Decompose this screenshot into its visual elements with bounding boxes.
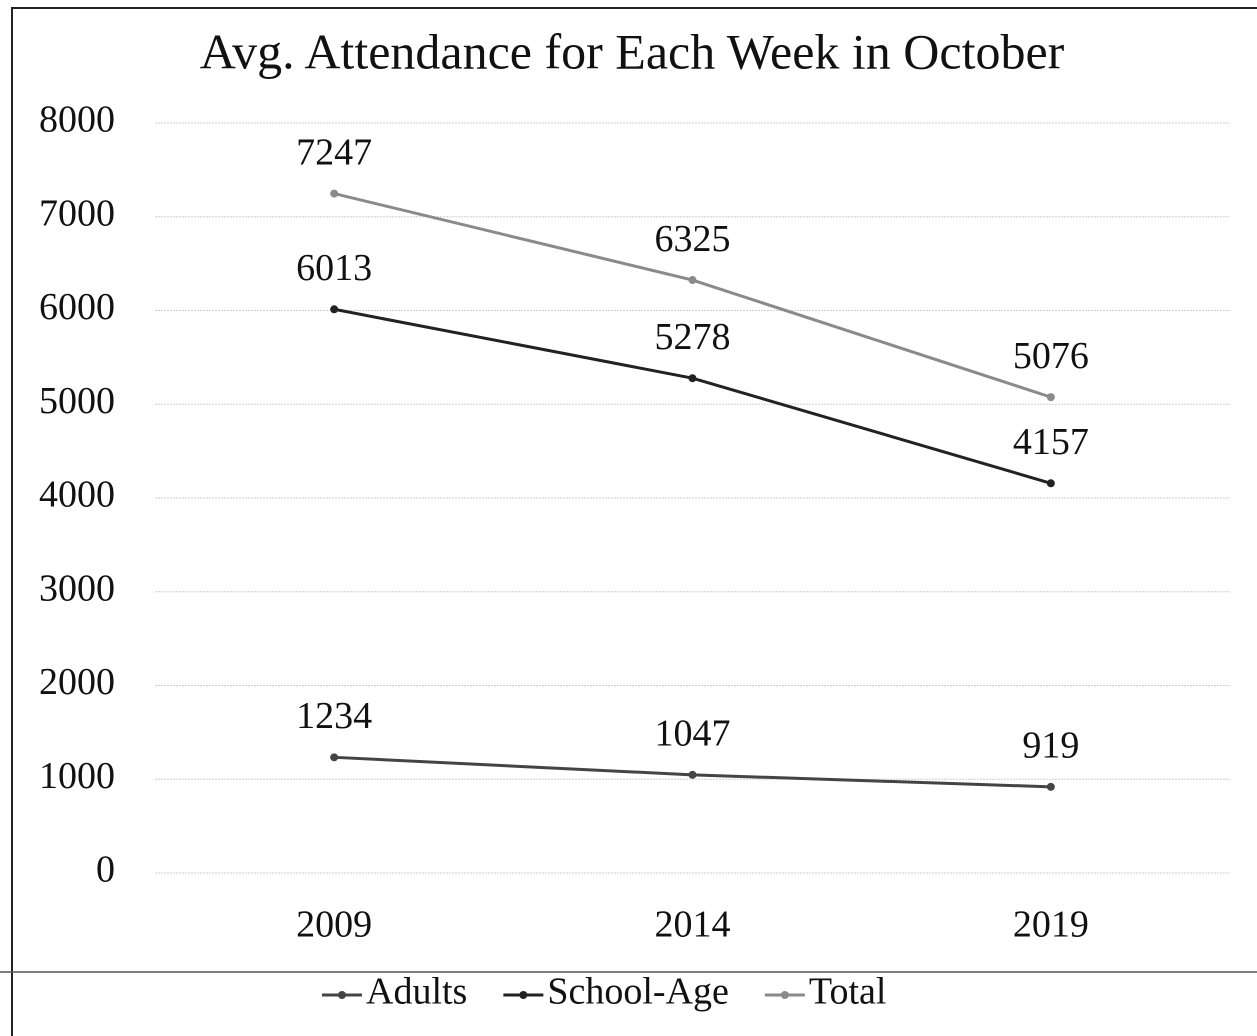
legend-label: School-Age — [547, 971, 729, 1013]
data-label: 919 — [1022, 725, 1079, 767]
data-label: 6325 — [655, 218, 731, 260]
y-tick-label: 7000 — [39, 192, 115, 234]
data-point — [1046, 479, 1055, 488]
data-label: 7247 — [296, 131, 372, 173]
data-label: 1234 — [296, 695, 372, 737]
y-tick-label: 5000 — [39, 380, 115, 422]
y-tick-label: 3000 — [39, 567, 115, 609]
x-tick-label: 2014 — [655, 904, 731, 946]
legend-label: Total — [809, 971, 887, 1013]
data-label: 6013 — [296, 247, 372, 289]
data-point — [688, 374, 697, 383]
data-point — [1046, 393, 1055, 402]
data-label: 4157 — [1013, 421, 1089, 463]
legend-marker — [338, 991, 346, 999]
data-label: 5076 — [1013, 335, 1089, 377]
y-tick-label: 4000 — [39, 474, 115, 516]
data-point — [330, 189, 339, 198]
data-point — [688, 770, 697, 779]
data-label: 1047 — [655, 713, 731, 755]
chart-frame — [11, 7, 1257, 1036]
data-point — [688, 276, 697, 285]
chart-title: Avg. Attendance for Each Week in October — [200, 23, 1065, 79]
legend-marker — [780, 991, 789, 999]
legend-label: Adults — [366, 971, 467, 1013]
x-tick-label: 2009 — [296, 904, 372, 946]
data-point — [1046, 782, 1055, 791]
data-point — [330, 753, 339, 762]
legend-marker — [519, 991, 528, 999]
data-point — [330, 305, 339, 314]
y-tick-label: 1000 — [39, 755, 115, 797]
data-label: 5278 — [655, 316, 731, 358]
y-tick-label: 2000 — [39, 661, 115, 703]
x-tick-label: 2019 — [1013, 904, 1089, 946]
y-tick-label: 8000 — [39, 99, 115, 141]
y-tick-label: 0 — [96, 849, 115, 891]
y-tick-label: 6000 — [39, 286, 115, 328]
